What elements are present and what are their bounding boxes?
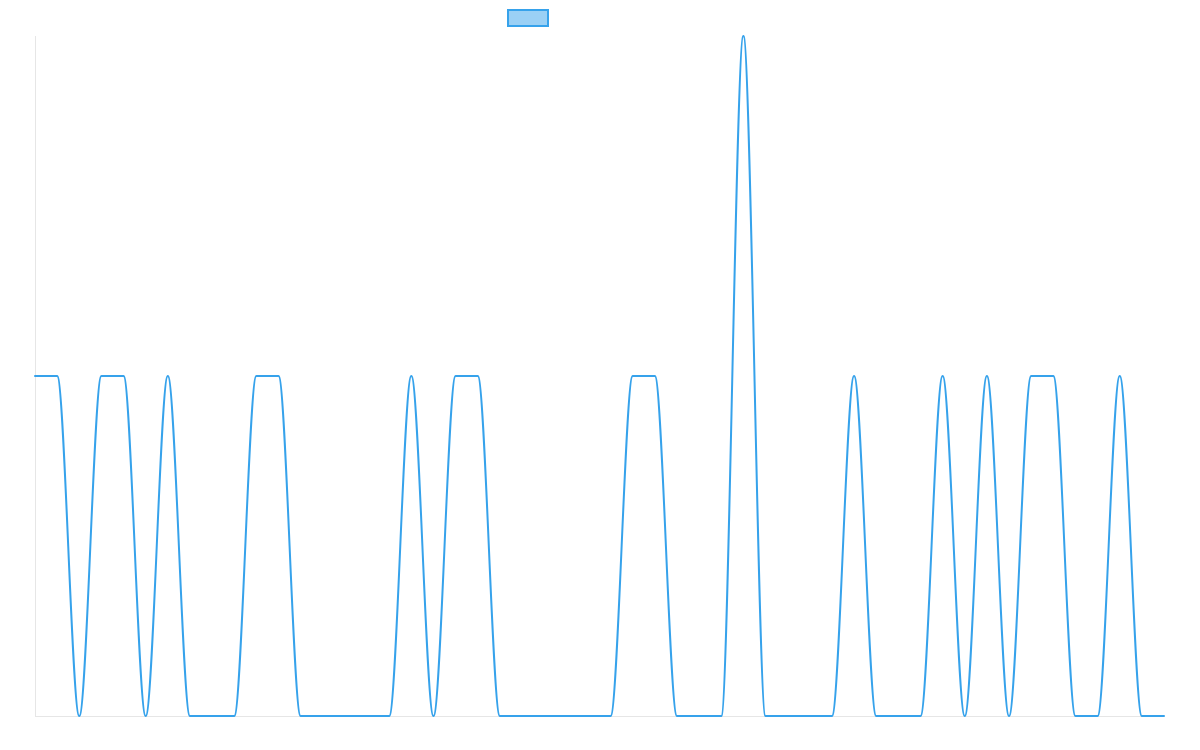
- legend-swatch[interactable]: [507, 9, 549, 27]
- series-line-0: [34, 35, 1165, 717]
- legend[interactable]: [507, 9, 549, 27]
- series-layer: [34, 35, 1165, 717]
